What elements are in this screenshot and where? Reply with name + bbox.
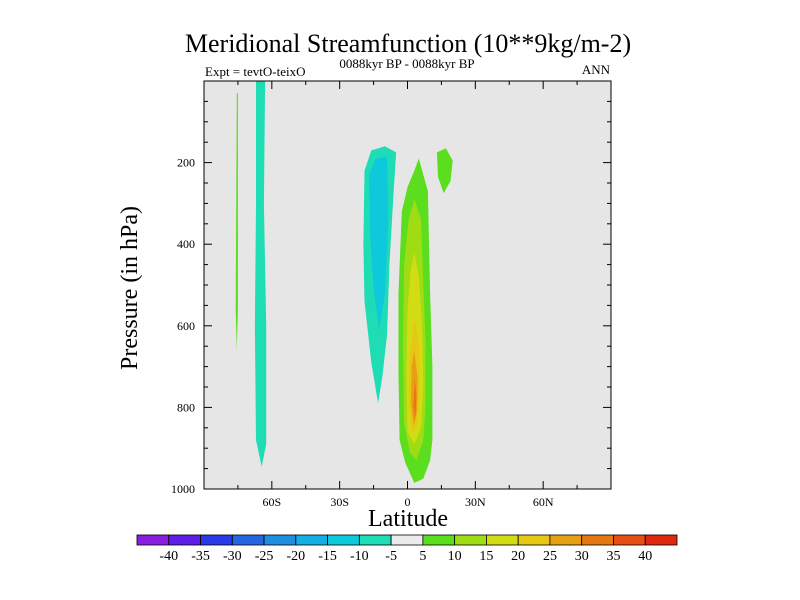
- region-tropical-negative-core: [369, 156, 389, 330]
- colorbar-label: -20: [286, 549, 305, 564]
- colorbar-label: 25: [543, 549, 557, 564]
- colorbar-label: 10: [448, 549, 462, 564]
- y-tick-label: 200: [177, 156, 195, 170]
- period-label: 0088kyr BP - 0088kyr BP: [339, 56, 474, 71]
- colorbar-label: 40: [638, 549, 652, 564]
- colorbar-box: [136, 534, 170, 546]
- colorbar-label: -30: [223, 549, 242, 564]
- axis-ticks: [204, 81, 611, 489]
- region-tropical-positive-30: [413, 378, 417, 420]
- colorbar-box: [390, 534, 424, 546]
- colorbar-box: [486, 534, 519, 546]
- colorbar-box: [517, 534, 551, 546]
- region-nh-upper-positive-blob: [436, 148, 453, 194]
- colorbar-label: -40: [159, 549, 178, 564]
- colorbar-label: -10: [350, 549, 369, 564]
- colorbar-box: [263, 534, 297, 546]
- experiment-label: Expt = tevtO-teixO: [205, 64, 305, 79]
- colorbar-label: -5: [385, 549, 397, 564]
- colorbar-label: 35: [606, 549, 620, 564]
- colorbar-box: [358, 534, 392, 546]
- colorbar-box: [327, 534, 360, 546]
- x-tick-label: 0: [405, 495, 411, 509]
- y-tick-label: 600: [177, 319, 195, 333]
- x-tick-label: 60N: [533, 495, 554, 509]
- chart-title: Meridional Streamfunction (10**9kg/m-2): [185, 29, 631, 58]
- colorbar-box: [454, 534, 487, 546]
- colorbar-box: [644, 534, 678, 546]
- region-sh-high-lat-negative-band: [254, 81, 267, 467]
- colorbar-label: -25: [255, 549, 274, 564]
- region-sh-high-lat-thin-band: [235, 93, 238, 351]
- y-tick-labels: 200 400 600 800 1000: [171, 156, 195, 496]
- colorbar-box: [581, 534, 614, 546]
- y-tick-label: 800: [177, 400, 195, 414]
- x-tick-label: 30S: [330, 495, 349, 509]
- y-tick-label: 400: [177, 237, 195, 251]
- y-tick-label: 1000: [171, 482, 195, 496]
- colorbar-box: [168, 534, 201, 546]
- colorbar-label: 30: [575, 549, 589, 564]
- colorbar: [136, 534, 678, 546]
- colorbar-label: -35: [191, 549, 210, 564]
- colorbar-label: 5: [419, 549, 426, 564]
- colorbar-box: [295, 534, 328, 546]
- y-axis-title: Pressure (in hPa): [117, 206, 143, 370]
- x-tick-labels: 60S 30S 0 30N 60N: [262, 495, 553, 509]
- colorbar-label: 15: [479, 549, 493, 564]
- x-tick-label: 30N: [465, 495, 486, 509]
- season-label: ANN: [582, 62, 611, 77]
- colorbar-label: -15: [318, 549, 337, 564]
- colorbar-box: [231, 534, 265, 546]
- colorbar-labels: -40 -35 -30 -25 -20 -15 -10 -5 5 10 15 20 25 30 35 40: [159, 549, 652, 564]
- colorbar-box: [549, 534, 583, 546]
- colorbar-box: [422, 534, 456, 546]
- colorbar-box: [200, 534, 233, 546]
- x-axis-title: Latitude: [368, 506, 448, 532]
- colorbar-label: 20: [511, 549, 525, 564]
- contour-regions: [235, 81, 453, 483]
- colorbar-box: [613, 534, 646, 546]
- x-tick-label: 60S: [262, 495, 281, 509]
